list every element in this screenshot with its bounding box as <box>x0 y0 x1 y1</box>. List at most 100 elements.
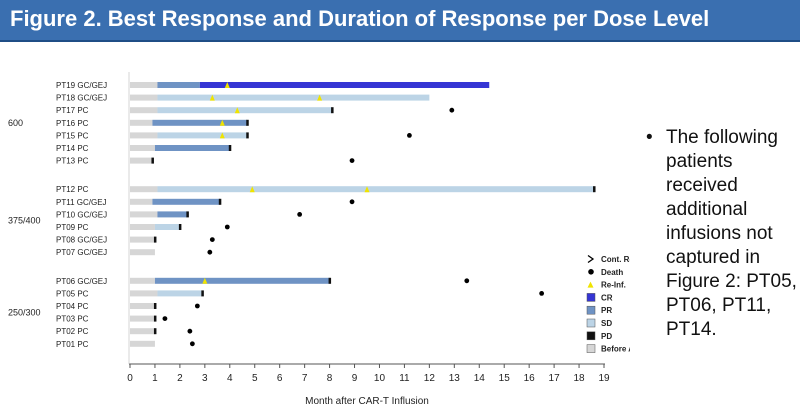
x-tick-label: 1 <box>152 373 158 384</box>
dose-level-label: 375/400 <box>8 216 41 226</box>
x-tick-label: 15 <box>499 373 511 384</box>
patient-label: PT17 PC <box>56 106 89 115</box>
notes-list: • The following patients received additi… <box>640 126 798 342</box>
response-segment <box>154 224 180 230</box>
response-segment <box>130 132 158 139</box>
pd-marker <box>228 145 232 151</box>
death-marker <box>349 199 355 205</box>
x-tick-label: 2 <box>177 373 183 384</box>
reinfusion-marker <box>317 94 323 101</box>
response-segment <box>130 211 158 218</box>
reinfusion-marker <box>209 94 215 101</box>
pd-marker <box>153 328 157 335</box>
response-segment <box>152 119 248 126</box>
legend-label: Re-Inf. <box>601 281 626 290</box>
response-segment <box>154 277 330 284</box>
reinfusion-marker <box>219 132 225 139</box>
death-marker <box>194 303 200 309</box>
death-marker <box>189 341 195 347</box>
x-tick-label: 9 <box>352 373 358 384</box>
death-marker <box>209 237 215 243</box>
x-tick-label: 5 <box>252 373 258 384</box>
patient-label: PT11 GC/GEJ <box>56 198 107 207</box>
response-segment <box>130 157 153 164</box>
x-axis-title: Month after CAR-T Influsion <box>305 396 429 407</box>
patient-label: PT18 GC/GEJ <box>56 94 107 103</box>
response-segment <box>130 94 158 101</box>
note-text: The following patients received addition… <box>666 127 797 340</box>
death-marker <box>449 107 455 113</box>
pd-marker <box>153 303 157 309</box>
response-segment <box>157 290 203 297</box>
reinfusion-marker <box>364 186 370 193</box>
x-tick-label: 8 <box>327 373 333 384</box>
legend-label: Before Asmt. <box>601 345 630 354</box>
response-segment <box>130 277 155 284</box>
x-tick-label: 0 <box>127 373 133 384</box>
response-segment <box>130 119 153 126</box>
x-tick-label: 3 <box>202 373 208 384</box>
response-segment <box>157 94 430 101</box>
response-segment <box>157 82 200 88</box>
x-tick-label: 7 <box>302 373 308 384</box>
patient-label: PT15 PC <box>56 131 89 140</box>
legend-label: Cont. Resp. <box>601 255 630 264</box>
response-segment <box>130 224 155 230</box>
response-segment <box>157 107 333 114</box>
pd-marker <box>153 315 157 322</box>
reinfusion-marker <box>234 107 240 114</box>
patient-label: PT19 GC/GEJ <box>56 81 107 90</box>
death-marker <box>297 212 303 217</box>
legend-label: SD <box>601 319 612 328</box>
reinfusion-marker <box>249 186 255 193</box>
patient-label: PT05 PC <box>56 289 89 298</box>
pd-marker <box>331 107 334 114</box>
legend-label: PD <box>601 332 612 341</box>
response-segment <box>130 82 158 88</box>
pd-marker <box>246 132 249 139</box>
death-marker <box>187 328 193 334</box>
patient-label: PT02 PC <box>56 327 89 336</box>
death-marker <box>224 224 230 230</box>
patient-label: PT14 PC <box>56 144 89 153</box>
dose-level-label: 250/300 <box>8 307 41 317</box>
pd-marker <box>178 224 182 230</box>
response-segment <box>130 315 155 322</box>
pd-marker <box>201 290 204 297</box>
x-tick-label: 14 <box>474 373 486 384</box>
patient-label: PT06 GC/GEJ <box>56 277 107 286</box>
response-segment <box>154 145 230 151</box>
death-marker <box>407 133 412 138</box>
response-segment <box>130 290 158 297</box>
legend-swatch <box>586 331 596 341</box>
slide-title: Figure 2. Best Response and Duration of … <box>10 6 710 31</box>
pd-marker <box>218 198 222 205</box>
x-tick-label: 13 <box>449 373 461 384</box>
response-segment <box>199 82 490 88</box>
x-tick-label: 10 <box>374 373 386 384</box>
response-segment <box>157 186 595 193</box>
death-marker <box>464 278 470 284</box>
reinfusion-marker <box>224 82 230 88</box>
x-tick-label: 19 <box>598 373 610 384</box>
response-segment <box>152 198 220 205</box>
x-tick-label: 17 <box>549 373 561 384</box>
dose-level-label: 600 <box>8 118 23 128</box>
response-segment <box>130 328 155 335</box>
response-segment <box>130 303 155 309</box>
response-segment <box>130 236 155 243</box>
legend-swatch <box>586 318 596 328</box>
death-marker <box>207 249 213 255</box>
pd-marker <box>153 236 157 243</box>
response-segment <box>130 107 158 114</box>
note-bullet: • The following patients received additi… <box>640 126 798 342</box>
pd-marker <box>328 277 332 284</box>
legend-label: Death <box>601 268 623 277</box>
x-tick-label: 12 <box>424 373 436 384</box>
duration-of-response-chart: PT19 GC/GEJ PT18 GC/GEJ PT17 PC PT16 PC PT15… <box>8 72 630 407</box>
pd-marker <box>186 211 189 218</box>
pd-marker <box>151 157 154 164</box>
patient-label: PT07 GC/GEJ <box>56 248 107 257</box>
response-segment <box>130 249 155 256</box>
patient-label: PT03 PC <box>56 315 89 324</box>
